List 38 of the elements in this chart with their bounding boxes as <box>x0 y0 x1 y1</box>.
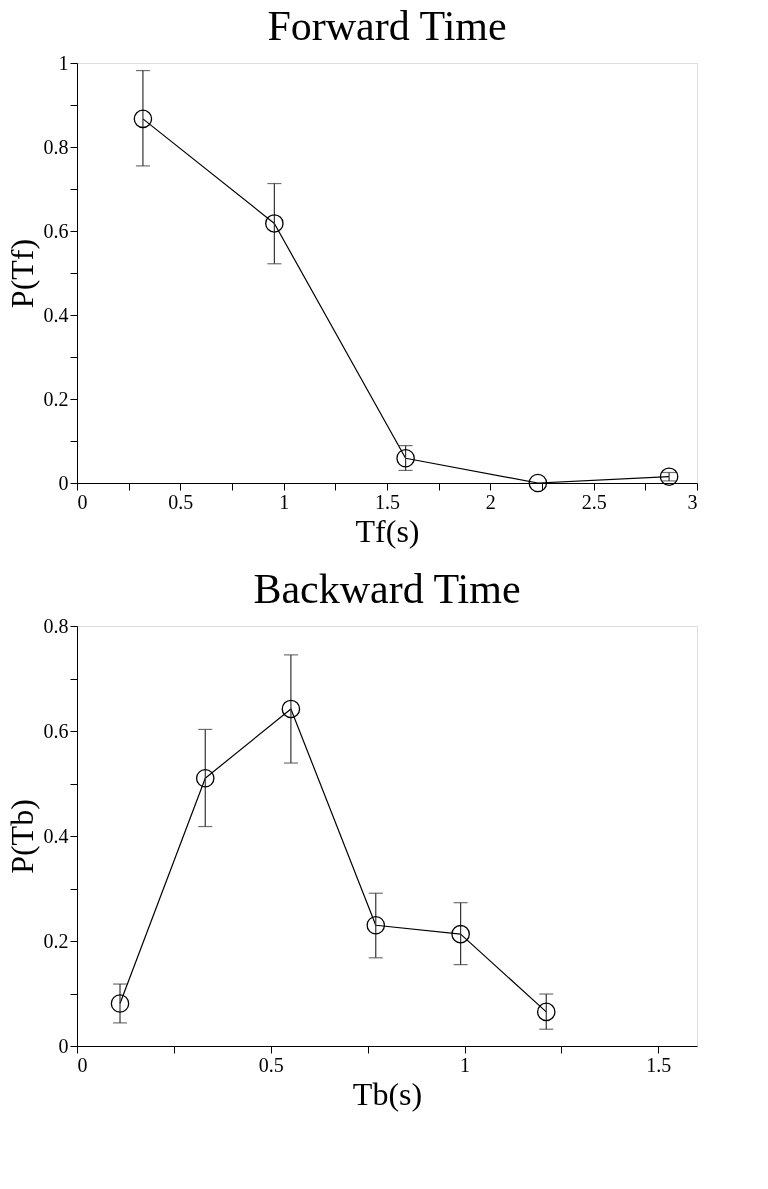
point <box>536 1002 556 1022</box>
x-tick-label: 1.5 <box>375 490 400 513</box>
chart-title: Forward Time <box>267 3 507 49</box>
point <box>195 768 215 788</box>
x-axis-title: Tb(s) <box>352 1075 423 1112</box>
x-tick-label: 1 <box>460 1053 470 1076</box>
y-tick-label: 0.2 <box>43 387 69 410</box>
point <box>659 467 679 486</box>
x-tick-label: 1 <box>279 490 290 513</box>
x-tick-label: 3 <box>687 490 698 513</box>
y-axis-title: P(Tf) <box>3 238 40 309</box>
y-tick-label: 0 <box>58 1034 69 1057</box>
point <box>265 214 284 233</box>
x-tick-label: 0 <box>77 1053 88 1076</box>
y-tick-label: 0.4 <box>43 303 69 326</box>
point <box>451 924 470 944</box>
x-tick-label: 0.5 <box>168 490 194 513</box>
x-tick-label: 0 <box>77 490 88 513</box>
y-tick-label: 0.4 <box>43 824 69 847</box>
x-axis-title: Tf(s) <box>355 512 420 549</box>
y-tick-label: 1 <box>58 51 69 74</box>
y-tick-label: 0.8 <box>43 614 69 637</box>
chart-title: Backward Time <box>253 566 521 612</box>
y-tick-label: 0.6 <box>43 219 69 242</box>
y-tick-label: 0.8 <box>43 135 69 158</box>
point <box>133 109 153 129</box>
y-tick-label: 0.6 <box>43 719 69 742</box>
point <box>528 473 548 493</box>
x-tick-label: 0.5 <box>258 1053 284 1076</box>
point <box>366 915 386 935</box>
y-tick-label: 0.2 <box>43 929 69 952</box>
x-tick-label: 2.5 <box>581 490 607 513</box>
y-axis-title: P(Tb) <box>3 799 40 874</box>
x-tick-label: 2 <box>485 490 496 513</box>
x-tick-label: 1.5 <box>646 1053 672 1076</box>
point <box>110 994 130 1013</box>
y-tick-label: 0 <box>58 471 69 494</box>
point <box>281 699 301 719</box>
